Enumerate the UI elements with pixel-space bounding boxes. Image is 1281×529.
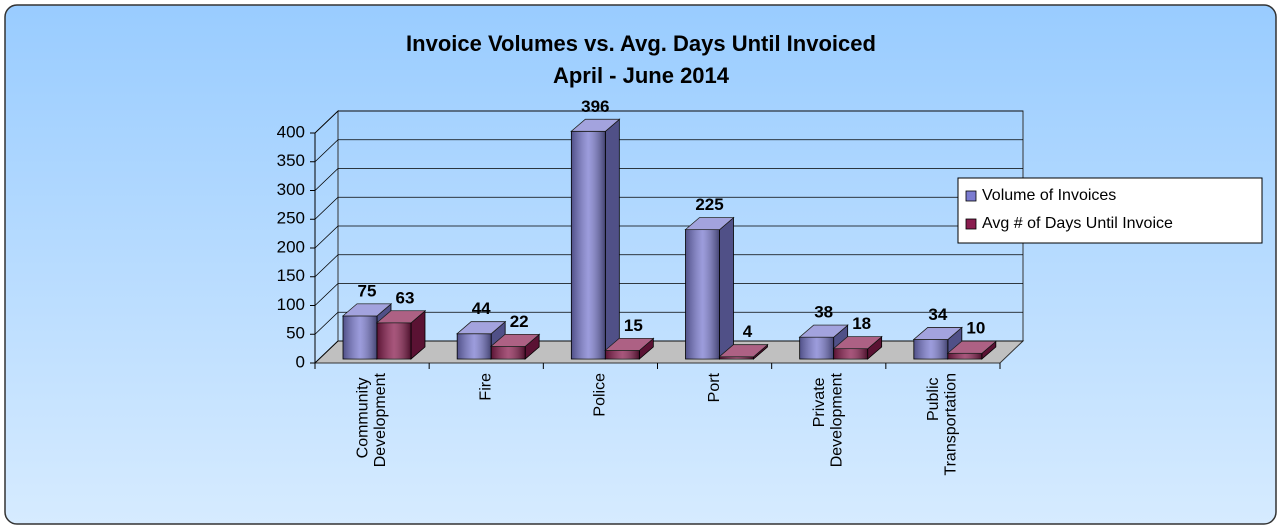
bar-top: [375, 310, 427, 324]
value-label: 38: [814, 303, 833, 322]
y-tick-label: 0: [296, 352, 305, 371]
grid-line: [314, 311, 339, 335]
x-tick-label: Fire: [477, 373, 494, 401]
bar-shade: [799, 337, 834, 359]
bar-top-shade: [343, 303, 391, 316]
bar-top-shade: [457, 321, 506, 334]
bar-shade: [833, 348, 868, 359]
grid-line: [314, 139, 339, 163]
bar-side-shade: [719, 217, 734, 359]
bar-shade: [685, 229, 720, 359]
bar-top: [912, 327, 963, 340]
grid-line: [314, 168, 339, 191]
bar-side-shade: [753, 344, 768, 359]
bar-top: [718, 344, 769, 358]
bar-top-shade: [833, 336, 882, 349]
bar-top-shade: [947, 341, 996, 354]
grid-line: [314, 196, 339, 220]
y-tick-label: 150: [277, 266, 305, 285]
bar-top-shade: [571, 119, 620, 132]
bar-shade: [491, 346, 526, 359]
bar-top-shade: [799, 325, 848, 338]
bar-side-shade: [867, 336, 882, 359]
value-label: 34: [928, 305, 947, 324]
value-label: 18: [852, 314, 871, 333]
bar-side-shade: [639, 338, 654, 359]
value-label: 22: [510, 312, 529, 331]
bar-top: [570, 118, 621, 132]
bar-side-shade: [411, 310, 425, 359]
x-tick-label: Public Transportation: [925, 373, 960, 476]
bar-top: [456, 321, 507, 335]
value-label: 75: [358, 281, 377, 300]
bar-top-shade: [685, 217, 734, 230]
bar-shade: [947, 353, 982, 359]
bar-shade: [913, 339, 948, 359]
bar-top-shade: [913, 327, 962, 340]
chart-background: [4, 4, 1277, 525]
grid-line: [314, 110, 339, 134]
grid-line: [314, 225, 339, 249]
bar-top-shade: [605, 338, 654, 351]
value-label: 15: [624, 316, 643, 335]
bar-top-shade: [377, 310, 425, 323]
legend-label: Avg # of Days Until Invoice: [982, 215, 1173, 232]
value-label: 396: [581, 97, 609, 116]
bar-top-shade: [491, 334, 540, 347]
value-label: 63: [396, 288, 415, 307]
y-tick-label: 50: [286, 324, 305, 343]
y-tick-label: 300: [277, 180, 305, 199]
chart-title: Invoice Volumes vs. Avg. Days Until Invo…: [406, 31, 876, 56]
bar-shade: [605, 350, 640, 359]
bar-side-shade: [981, 341, 996, 359]
x-tick-label: Port: [706, 372, 723, 402]
value-label: 10: [966, 319, 985, 338]
value-label: 44: [472, 299, 491, 318]
grid-line: [314, 340, 339, 364]
bar-top: [341, 303, 393, 317]
bar-top: [684, 217, 735, 231]
legend-box: [957, 177, 1263, 244]
bar-side-shade: [525, 334, 540, 359]
y-tick-label: 350: [277, 151, 305, 170]
grid-line: [314, 254, 339, 278]
bar-shade: [343, 315, 377, 359]
bar-shade: [719, 356, 754, 359]
legend-label: Volume of Invoices: [982, 187, 1116, 204]
x-tick-label: Police: [592, 373, 609, 417]
bar-top-shade: [719, 344, 768, 357]
x-tick-label: Community Development: [355, 372, 390, 467]
bar-top: [946, 340, 997, 354]
bar-top: [798, 324, 849, 338]
y-tick-label: 250: [277, 209, 305, 228]
x-tick-label: Private Development: [811, 372, 846, 467]
bar-shade: [571, 131, 606, 359]
legend-swatch: [965, 218, 977, 230]
value-label: 4: [743, 322, 753, 341]
bar-side-shade: [605, 119, 620, 359]
y-tick-label: 200: [277, 237, 305, 256]
bar-shade: [377, 322, 411, 359]
bar-top: [490, 333, 541, 347]
bar-top: [604, 337, 655, 351]
value-label: 225: [695, 195, 723, 214]
bar-top: [832, 336, 883, 350]
legend-swatch: [965, 190, 977, 202]
bar-shade: [457, 333, 492, 359]
y-tick-label: 400: [277, 122, 305, 141]
y-tick-label: 100: [277, 295, 305, 314]
chart-subtitle: April - June 2014: [553, 63, 730, 88]
grid-line: [314, 283, 339, 306]
